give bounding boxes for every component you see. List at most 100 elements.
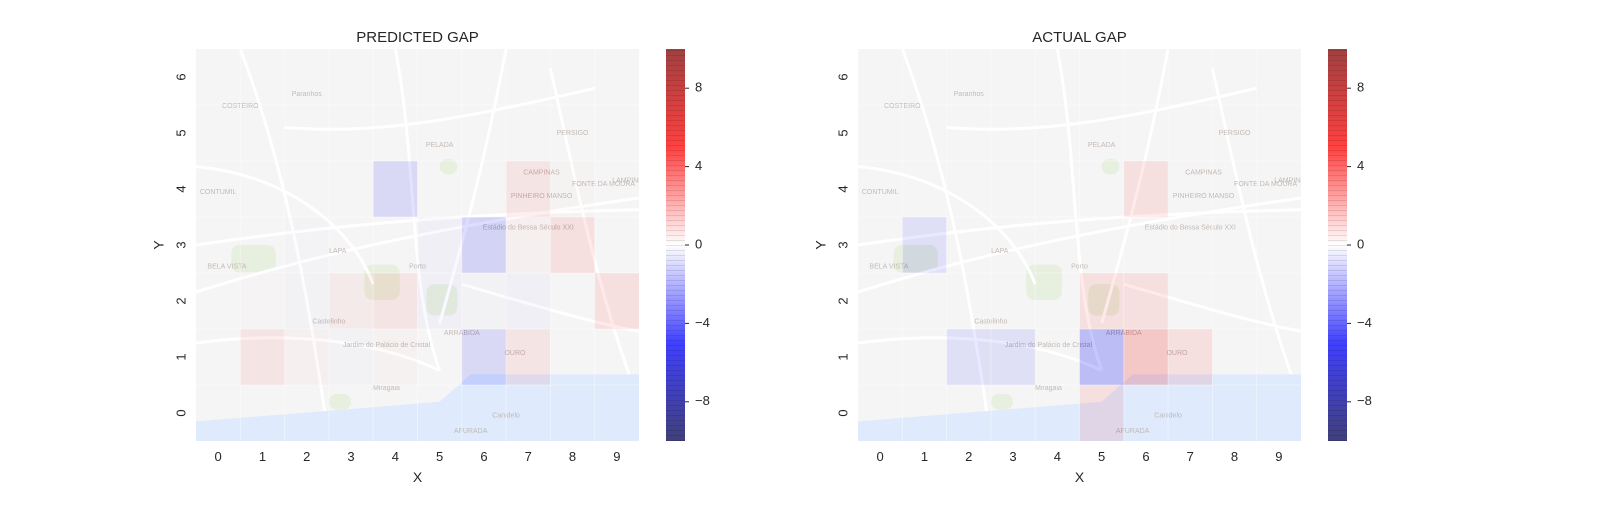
x-tick-label: 2 [303, 449, 310, 464]
heatmap-cell [858, 273, 903, 329]
heatmap-cells [858, 49, 1301, 441]
y-tick-label: 5 [173, 129, 188, 136]
x-tick-label: 3 [1009, 449, 1016, 464]
colorbar-tick-label: 4 [1357, 158, 1364, 173]
heatmap-cell [1079, 385, 1124, 441]
heatmap-cell [328, 161, 374, 217]
heatmap-cell [902, 161, 947, 217]
map-place-label: LAMPINHA [1274, 177, 1310, 184]
heatmap-cell [506, 105, 551, 161]
heatmap-cell [594, 161, 639, 217]
y-axis-label: Y [813, 240, 829, 250]
heatmap-cell [196, 217, 241, 273]
y-tick-label: 6 [173, 73, 188, 80]
colorbar-tick-label: 8 [695, 80, 702, 95]
x-tick-label: 6 [1142, 449, 1149, 464]
map-place-label: LAPA [329, 248, 347, 255]
y-tick-label: 1 [835, 353, 850, 360]
heatmap-cell [373, 161, 418, 217]
heatmap-cell [594, 105, 639, 161]
heatmap-cell [240, 385, 285, 441]
x-axis-label: X [413, 469, 423, 485]
colorbar-stripes [666, 49, 685, 441]
heatmap-cell [990, 217, 1036, 273]
heatmap-cell [1256, 105, 1301, 161]
heatmap-cell [284, 105, 329, 161]
heatmap-cell [373, 217, 418, 273]
heatmap-cell [1256, 329, 1301, 385]
heatmap-cell [461, 329, 507, 385]
map-place-label: OURO [504, 350, 526, 357]
heatmap-cell [858, 161, 903, 217]
map-place-label: LAMPINHA [612, 177, 648, 184]
heatmap-cell [1168, 105, 1213, 161]
map-place-label: PERSIGO [1219, 130, 1251, 137]
heatmap-cell [902, 105, 947, 161]
heatmap-cell [990, 273, 1036, 329]
heatmap-cell [284, 217, 329, 273]
heatmap-cell [506, 217, 551, 273]
heatmap-cell [1035, 49, 1080, 105]
map-place-label: Paranhos [292, 91, 322, 98]
heatmap-cell [284, 161, 329, 217]
colorbar: 8 4 0 −4 −8 [666, 49, 710, 441]
x-tick-label: 0 [877, 449, 884, 464]
heatmap-cell [506, 385, 551, 441]
heatmap-cell [240, 217, 285, 273]
map-road [461, 282, 639, 333]
heatmap-cell [1212, 273, 1257, 329]
heatmap-cell [902, 385, 947, 441]
heatmap-cell [902, 217, 947, 273]
map-road [284, 86, 596, 131]
map-park [439, 158, 458, 175]
map-road [393, 49, 442, 371]
heatmap-cell [550, 329, 595, 385]
heatmap-cell [594, 385, 639, 441]
map-place-label: AFURADA [1116, 428, 1150, 435]
map-place-label: Estádio do Bessa Século XXI [483, 224, 574, 231]
heatmap-cell [240, 329, 285, 385]
heatmap-cell [1079, 161, 1124, 217]
map-park [328, 393, 352, 410]
map-place-label: BELA VISTA [207, 264, 246, 271]
colorbar-tick-label: 4 [695, 158, 702, 173]
heatmap-cell [990, 161, 1036, 217]
y-axis-label: Y [151, 240, 167, 250]
colorbar-tick-label: 0 [1357, 236, 1364, 251]
heatmap-cell [373, 385, 418, 441]
map-place-label: FONTE DA MOURA [572, 181, 635, 188]
map-place-label: CAMPINAS [523, 169, 560, 176]
heatmap-cell [417, 49, 462, 105]
heatmap-cell [594, 49, 639, 105]
y-tick-label: 3 [173, 241, 188, 248]
heatmap-cell [417, 105, 462, 161]
colorbar-stripes [1328, 49, 1347, 441]
heatmap-cell [240, 105, 285, 161]
map-place-label: PERSIGO [557, 130, 589, 137]
heatmap-cell [506, 273, 551, 329]
x-tick-label: 4 [392, 449, 399, 464]
x-axis-label: X [1075, 469, 1085, 485]
x-tick-label: 4 [1054, 449, 1061, 464]
heatmap-cell [1079, 329, 1124, 385]
y-tick-label: 4 [173, 185, 188, 192]
heatmap-cell [506, 329, 551, 385]
heatmap-cell [196, 105, 241, 161]
heatmap-cell [461, 161, 507, 217]
heatmap-cells [196, 49, 639, 441]
heatmap-cell [328, 49, 374, 105]
heatmap-cell [417, 329, 462, 385]
heatmap-cell [1256, 49, 1301, 105]
heatmap-cell [1079, 217, 1124, 273]
map-place-label: Jardim do Palácio de Cristal [1005, 342, 1093, 349]
x-tick-label: 5 [1098, 449, 1105, 464]
heatmap-cell [1256, 161, 1301, 217]
heatmap-cell [328, 273, 374, 329]
colorbar-tick-label: −4 [1357, 315, 1372, 330]
map-place-label: PELADA [1088, 142, 1116, 149]
heatmap-cell [550, 273, 595, 329]
map-place-label: CONTUMIL [862, 189, 899, 196]
heatmap-cell [1123, 273, 1169, 329]
heatmap-cell [594, 217, 639, 273]
heatmap-cell [461, 385, 507, 441]
